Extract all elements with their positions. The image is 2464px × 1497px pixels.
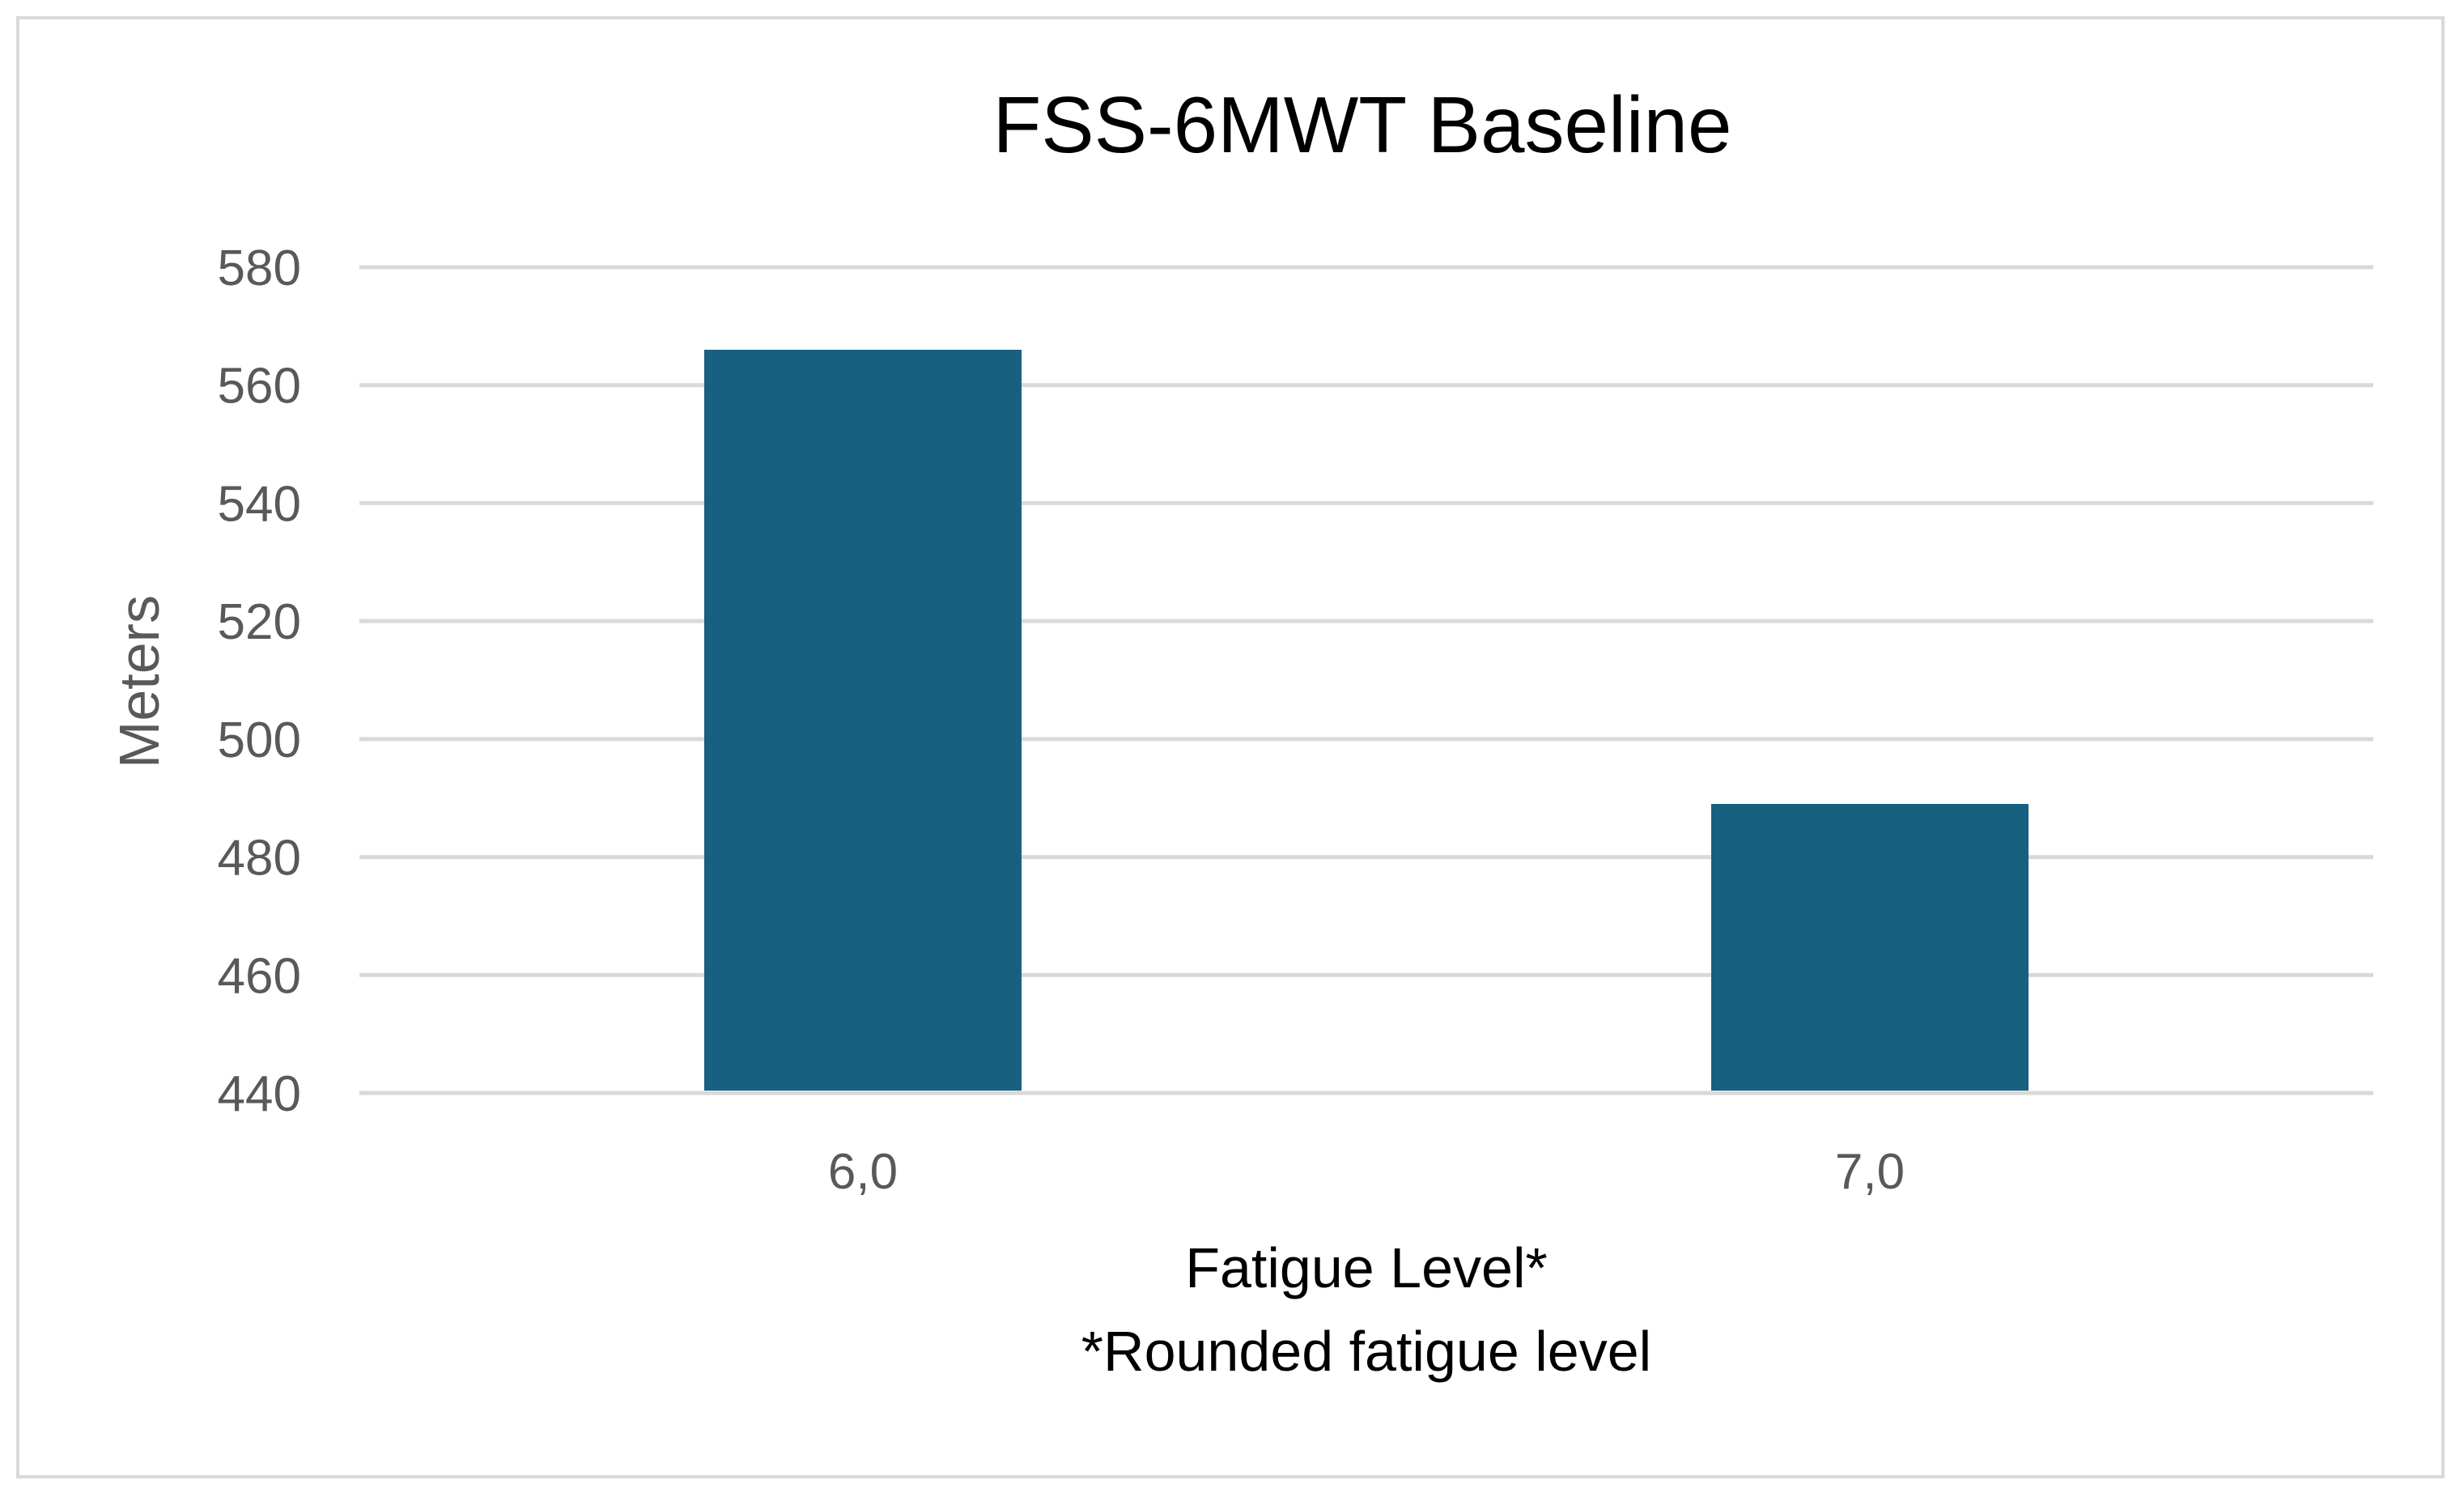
x-tick-label: 7,0 (1835, 1144, 1905, 1200)
y-tick-label: 480 (218, 831, 301, 887)
y-axis-label: Meters (108, 595, 171, 768)
gridlines (359, 265, 2373, 1095)
chart-title: FSS-6MWT Baseline (992, 80, 1731, 169)
bars (704, 350, 2029, 1091)
y-axis-ticks: 580 560 540 520 500 480 460 440 (218, 240, 301, 1122)
y-tick-label: 460 (218, 948, 301, 1004)
x-axis-ticks: 6,0 7,0 (828, 1144, 1905, 1200)
bar (1711, 804, 2029, 1091)
y-tick-label: 520 (218, 594, 301, 650)
y-tick-label: 500 (218, 712, 301, 768)
x-tick-label: 6,0 (828, 1144, 898, 1200)
y-tick-label: 560 (218, 359, 301, 415)
y-tick-label: 540 (218, 476, 301, 532)
y-tick-label: 580 (218, 240, 301, 296)
y-tick-label: 440 (218, 1066, 301, 1122)
x-axis-label: Fatigue Level* (1185, 1236, 1548, 1299)
chart-frame (16, 16, 2445, 1478)
x-axis-label-note: *Rounded fatigue level (1081, 1320, 1651, 1383)
bar (704, 350, 1022, 1091)
